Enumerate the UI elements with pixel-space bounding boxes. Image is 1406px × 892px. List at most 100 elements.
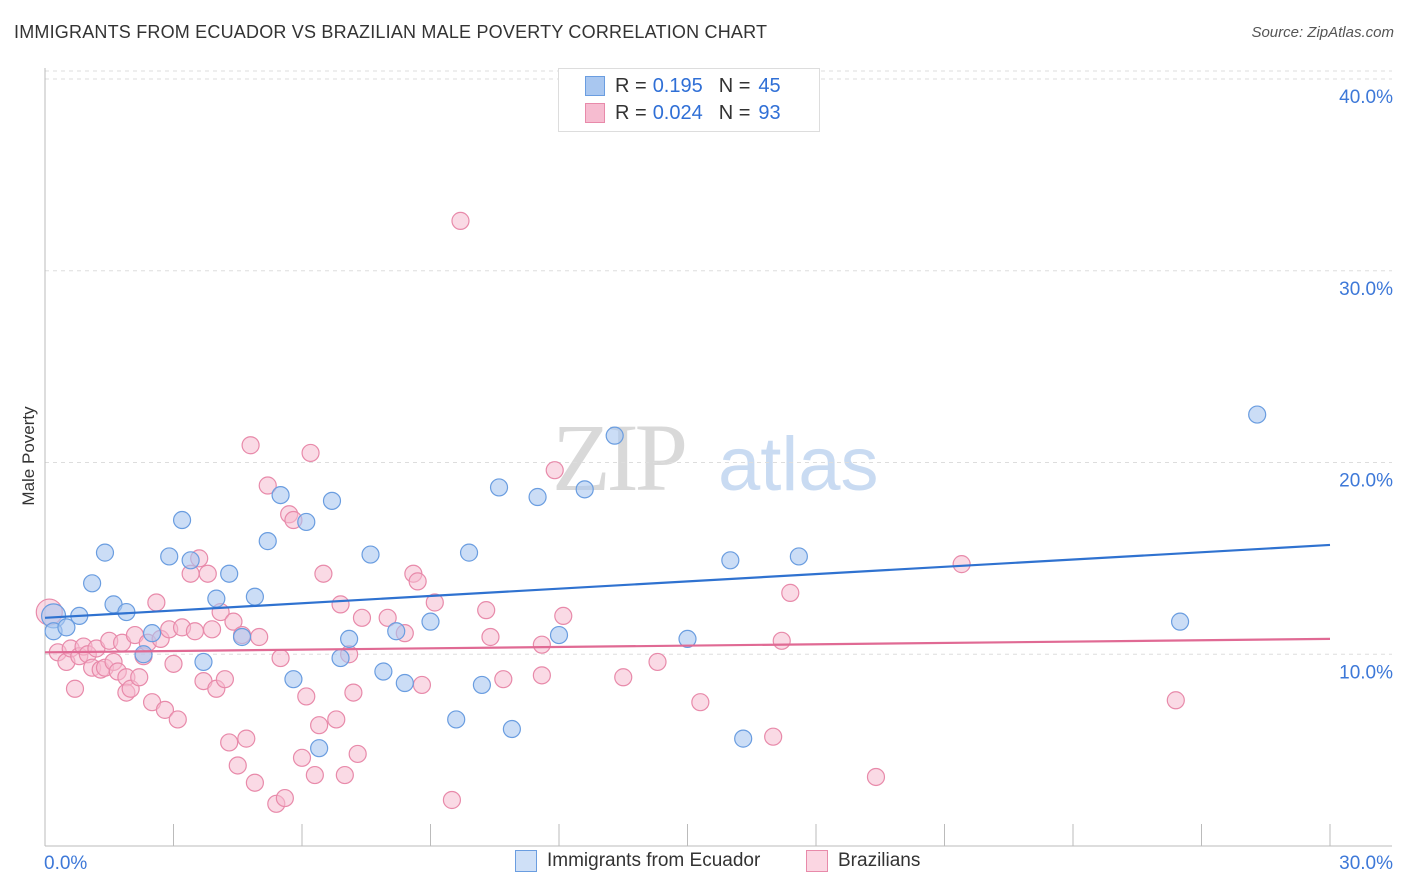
point-ecuador (160, 547, 179, 566)
point-brazilians (147, 593, 166, 612)
point-ecuador (194, 652, 213, 672)
point-brazilians (412, 675, 432, 695)
point-brazilians (198, 564, 217, 583)
y-tick-label: 20.0% (1339, 471, 1393, 492)
point-brazilians (155, 700, 175, 719)
point-brazilians (331, 595, 350, 614)
point-brazilians (297, 687, 316, 706)
point-brazilians (314, 564, 333, 583)
r-label: R = (615, 101, 647, 124)
point-ecuador (605, 426, 624, 445)
trend-lines (44, 543, 1331, 654)
point-brazilians (258, 476, 277, 495)
point-brazilians (764, 727, 783, 746)
stats-row-brazilians: R = 0.024 N = 93 (585, 100, 781, 126)
watermark: ZIP atlas (552, 404, 879, 511)
point-brazilians (772, 631, 791, 650)
series-brazilians (35, 211, 1185, 813)
point-brazilians (224, 612, 243, 631)
y-axis-label: Male Poverty (19, 406, 38, 506)
point-ecuador (95, 543, 115, 562)
point-ecuador (502, 719, 521, 739)
point-ecuador (374, 662, 393, 681)
r-value: 0.195 (652, 74, 703, 97)
point-brazilians (202, 620, 222, 639)
point-ecuador (1170, 612, 1190, 631)
watermark-zip: ZIP (552, 404, 685, 511)
n-value: 93 (758, 101, 781, 124)
point-brazilians (335, 765, 354, 785)
point-brazilians (442, 790, 462, 810)
point-ecuador (232, 627, 252, 647)
point-brazilians (352, 608, 372, 627)
series-ecuador (40, 405, 1267, 758)
point-brazilians (554, 606, 573, 626)
point-ecuador (322, 491, 342, 510)
chart-title: IMMIGRANTS FROM ECUADOR VS BRAZILIAN MAL… (14, 22, 768, 42)
point-brazilians (301, 443, 320, 463)
point-brazilians (494, 670, 513, 689)
point-ecuador (181, 551, 200, 570)
legend-swatch-ecuador (515, 850, 537, 872)
y-tick-label: 30.0% (1339, 279, 1393, 300)
point-brazilians (310, 716, 329, 735)
legend-label-ecuador: Immigrants from Ecuador (547, 850, 761, 871)
point-brazilians (130, 668, 149, 687)
point-brazilians (245, 773, 264, 792)
point-ecuador (331, 648, 350, 668)
point-brazilians (691, 693, 710, 712)
swatch-ecuador (585, 76, 605, 96)
r-value: 0.024 (652, 101, 703, 124)
point-ecuador (340, 629, 359, 649)
r-label: R = (615, 74, 647, 97)
point-ecuador (284, 670, 303, 689)
point-brazilians (327, 710, 346, 729)
legend-item-ecuador[interactable]: Immigrants from Ecuador (515, 850, 760, 872)
point-brazilians (250, 627, 269, 647)
stats-legend: R = 0.195 N = 45 R = 0.024 N = 93 (558, 68, 820, 132)
gridlines (45, 70, 1392, 655)
point-ecuador (245, 587, 264, 606)
swatch-brazilians (585, 103, 605, 123)
point-brazilians (532, 666, 551, 685)
point-brazilians (477, 601, 496, 620)
point-ecuador (207, 589, 226, 608)
stats-row-ecuador: R = 0.195 N = 45 (585, 73, 781, 99)
point-ecuador (271, 485, 290, 505)
point-brazilians (241, 436, 260, 455)
point-brazilians (271, 648, 290, 668)
point-brazilians (451, 211, 470, 230)
point-ecuador (472, 675, 491, 695)
legend-label-brazilians: Brazilians (838, 850, 921, 871)
x-tick-labels: 0.0% 30.0% (44, 853, 1393, 874)
trend-line-brazilians (44, 637, 1331, 654)
point-ecuador (258, 532, 277, 551)
point-ecuador (361, 545, 380, 564)
point-brazilians (237, 729, 256, 748)
point-brazilians (168, 710, 187, 729)
point-brazilians (425, 593, 444, 612)
point-ecuador (220, 564, 239, 583)
point-brazilians (481, 627, 500, 647)
x-tick-label: 0.0% (44, 853, 87, 874)
legend-item-brazilians[interactable]: Brazilians (806, 850, 920, 872)
point-ecuador (721, 551, 740, 570)
point-ecuador (678, 629, 697, 649)
point-ecuador (57, 618, 76, 637)
point-brazilians (228, 756, 247, 775)
point-ecuador (528, 487, 547, 507)
point-brazilians (952, 555, 971, 574)
n-label: N = (718, 74, 751, 97)
point-brazilians (65, 679, 85, 698)
point-ecuador (1248, 405, 1267, 424)
point-ecuador (297, 512, 316, 532)
point-brazilians (648, 652, 667, 672)
point-brazilians (305, 765, 324, 785)
axes (44, 68, 1392, 847)
n-label: N = (718, 101, 751, 124)
y-tick-labels: 10.0% 20.0% 30.0% 40.0% (1339, 87, 1393, 683)
point-brazilians (1166, 691, 1185, 710)
point-ecuador (142, 624, 162, 643)
point-ecuador (172, 510, 192, 530)
